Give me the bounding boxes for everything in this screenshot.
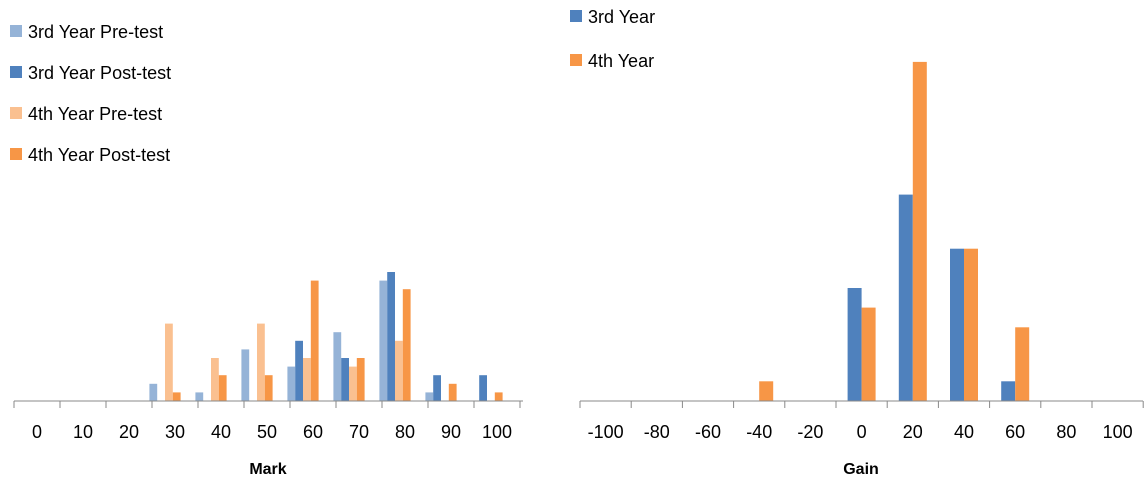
bar-4th-year-20 [912,61,927,402]
x-tick-label: -80 [644,422,670,442]
bar-3rd-year-pre-test-30 [149,383,158,401]
x-tick-label: 100 [1103,422,1133,442]
legend-label-3rd-year-post-test: 3rd Year Post-test [28,63,171,83]
bar-3rd-year-post-test-70 [341,358,349,401]
x-tick-label: -100 [588,422,624,442]
legend-swatch-4th-year [570,54,582,66]
bar-4th-year-post-test-60 [310,280,319,401]
x-tick-label: 90 [441,422,461,442]
gain-histogram-chart: -100 -80 -60 -40 -20 0 20 40 60 80 100 Gain 3rd Year… [570,7,1144,478]
x-tick-label: 40 [954,422,974,442]
bar-3rd-year-pre-test-50 [241,349,250,401]
legend-label-3rd-year: 3rd Year [588,7,655,27]
x-tick-label: 0 [32,422,42,442]
bar-4th-year-post-test-50 [264,375,273,401]
x-tick-label: 20 [119,422,139,442]
bar-4th-year-pre-test-80 [395,340,403,401]
x-tick-label: 30 [165,422,185,442]
x-tick-label: 70 [349,422,369,442]
x-tick-label: 80 [395,422,415,442]
x-tick-label: 50 [257,422,277,442]
bar-3rd-year-pre-test-80 [379,280,388,401]
x-tick-label: 100 [482,422,512,442]
bar-3rd-year-40 [950,248,964,401]
legend-label-4th-year: 4th Year [588,51,654,71]
legend-swatch-4th-year-post-test [10,148,22,160]
legend-swatch-4th-year-pre-test [10,107,22,119]
legend-swatch-3rd-year [570,10,582,22]
bar-4th-year-pre-test-70 [349,366,357,401]
bar-3rd-year-pre-test-70 [333,332,342,401]
bar-4th-year-pre-test-50 [257,323,265,401]
x-tick-label: 0 [857,422,867,442]
x-axis-title: Gain [843,461,879,478]
bar-4th-year-60 [1015,327,1030,401]
x-tick-label: 10 [73,422,93,442]
bar-3rd-year-60 [1001,381,1016,401]
legend-label-4th-year-pre-test: 4th Year Pre-test [28,104,162,124]
bar-4th-year-post-test-90 [448,383,457,401]
bar-4th-year-40 [964,248,978,401]
x-tick-label: 40 [211,422,231,442]
bar-3rd-year-pre-test-90 [425,392,434,401]
bar-4th-year--40 [759,381,774,401]
bar-3rd-year-pre-test-40 [195,392,204,401]
bar-3rd-year-post-test-60 [295,340,303,401]
bar-3rd-year-20 [898,194,913,401]
legend-label-3rd-year-pre-test: 3rd Year Pre-test [28,22,163,42]
bar-4th-year-post-test-40 [218,375,227,401]
bar-3rd-year-pre-test-60 [287,366,296,401]
legend-swatch-3rd-year-post-test [10,66,22,78]
bar-4th-year-post-test-80 [402,289,411,401]
x-axis-title: Mark [249,461,286,478]
x-tick-label: 20 [903,422,923,442]
bar-4th-year-post-test-70 [356,358,365,401]
x-tick-label: 60 [1005,422,1025,442]
bar-3rd-year-post-test-100 [479,375,487,401]
x-tick-label: 60 [303,422,323,442]
x-tick-label: -20 [797,422,823,442]
legend: 3rd Year 4th Year [570,7,655,71]
legend-swatch-3rd-year-pre-test [10,25,22,37]
bar-4th-year-post-test-100 [494,392,503,401]
legend-label-4th-year-post-test: 4th Year Post-test [28,145,170,165]
x-tick-label: 80 [1056,422,1076,442]
mark-histogram-chart: 0 10 20 30 40 50 60 70 80 90 100 Mark 3rd Year Pre-t… [10,22,523,478]
bar-3rd-year-post-test-80 [387,272,395,401]
bar-4th-year-post-test-30 [172,392,181,401]
bar-4th-year-pre-test-60 [303,358,311,401]
legend: 3rd Year Pre-test 3rd Year Post-test 4th Y… [10,22,171,165]
x-tick-label: -60 [695,422,721,442]
bar-4th-year-pre-test-30 [165,323,173,401]
bar-3rd-year-post-test-90 [433,375,441,401]
bar-4th-year-0 [861,307,876,401]
bar-3rd-year-0 [847,288,862,401]
bar-4th-year-pre-test-40 [211,358,219,401]
x-tick-label: -40 [746,422,772,442]
